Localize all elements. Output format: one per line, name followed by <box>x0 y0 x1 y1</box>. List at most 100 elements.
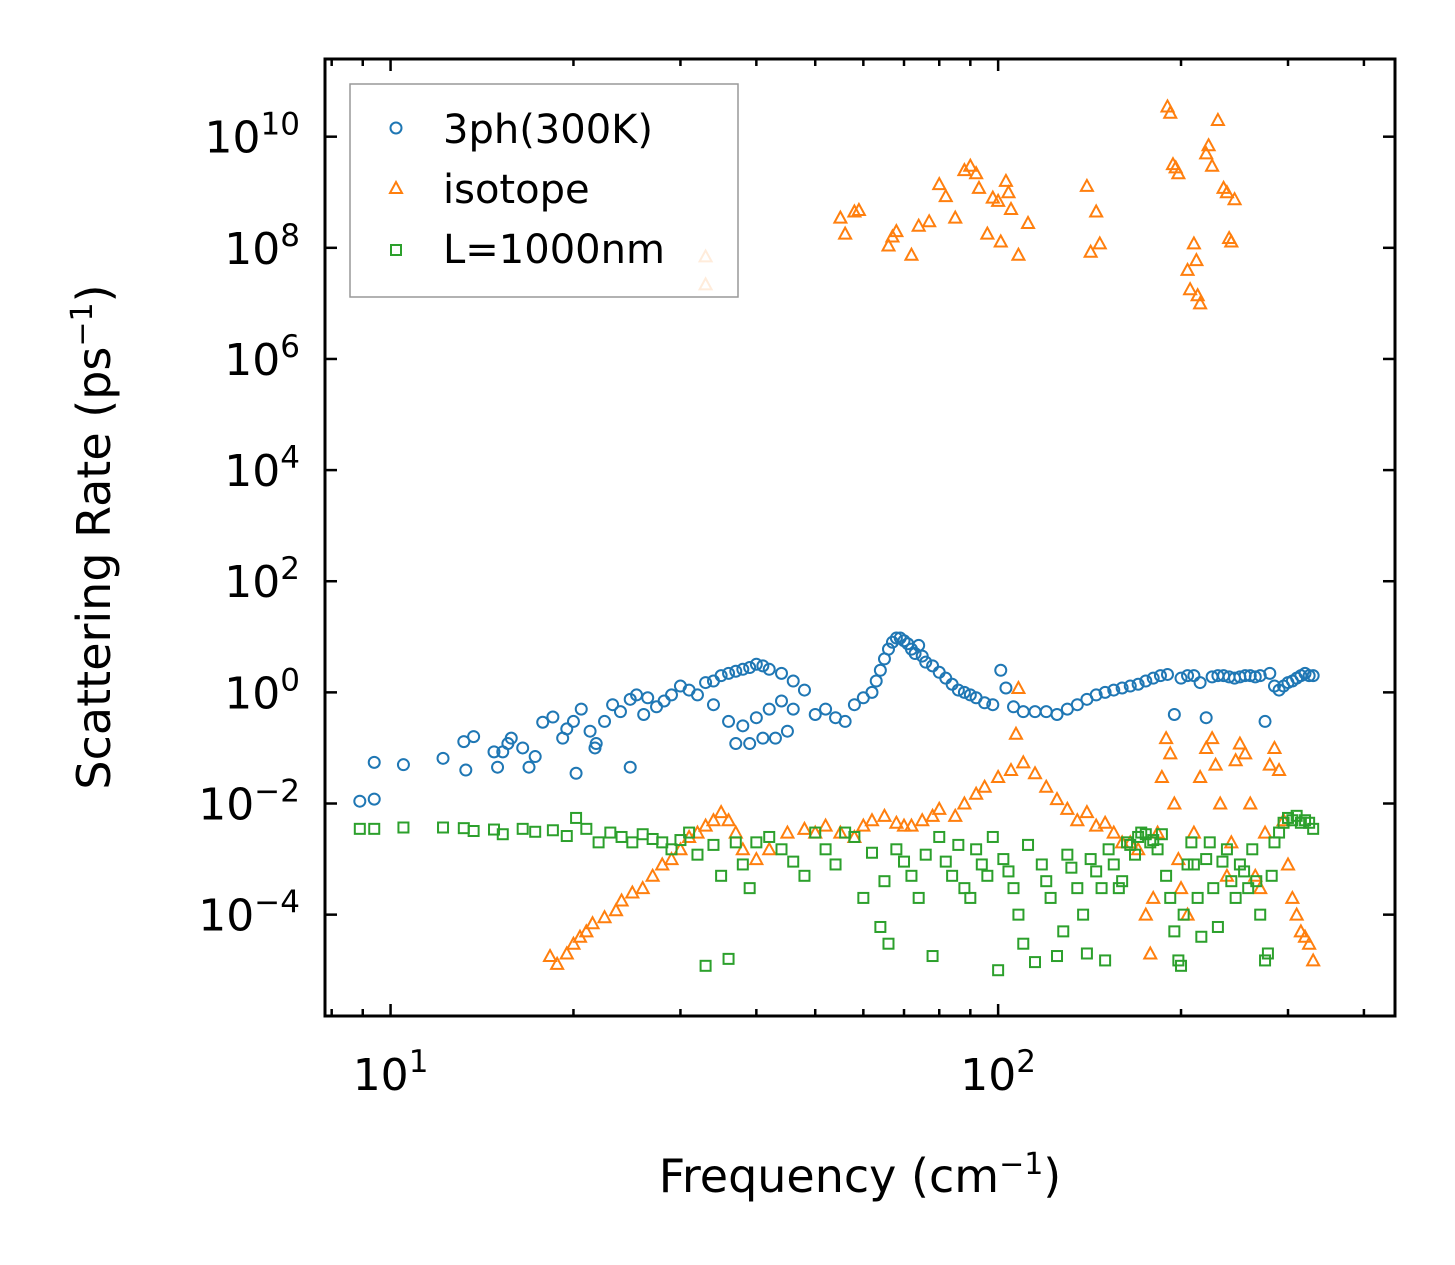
point-triangle-147 <box>1219 184 1235 199</box>
point-square-45 <box>878 875 891 888</box>
point-square-33 <box>763 830 776 843</box>
point-circle-106 <box>1089 688 1103 702</box>
legend-marker-isotope <box>388 179 404 194</box>
point-triangle-145 <box>1210 111 1226 126</box>
point-square-21 <box>665 843 678 856</box>
point-circle-104 <box>1070 698 1084 712</box>
y-tick-label: 1010 <box>205 107 300 164</box>
point-square-9 <box>529 825 542 838</box>
point-triangle-37 <box>903 817 920 832</box>
point-triangle-102 <box>837 225 853 240</box>
point-triangle-47 <box>1015 754 1031 769</box>
point-square-43 <box>865 846 878 859</box>
point-square-88 <box>1116 875 1129 888</box>
point-triangle-80 <box>1232 735 1248 750</box>
point-triangle-53 <box>1079 804 1095 819</box>
point-triangle-84 <box>1252 880 1268 895</box>
point-square-32 <box>750 836 763 849</box>
point-square-95 <box>1144 836 1157 849</box>
point-circle-75 <box>881 642 895 656</box>
point-circle-61 <box>743 737 757 751</box>
point-circle-16 <box>536 715 550 729</box>
point-triangle-125 <box>1010 246 1027 261</box>
point-circle-142 <box>1302 669 1316 683</box>
point-square-7 <box>496 828 509 841</box>
point-circle-77 <box>889 631 903 645</box>
point-triangle-81 <box>1237 745 1253 760</box>
point-square-26 <box>707 838 720 851</box>
plot-frame <box>323 57 1397 1018</box>
point-triangle-88 <box>1271 761 1287 777</box>
point-circle-17 <box>546 710 560 724</box>
point-circle-109 <box>1115 681 1129 695</box>
point-square-5 <box>467 825 480 838</box>
point-square-50 <box>912 891 925 904</box>
point-triangle-109 <box>910 217 927 232</box>
point-circle-96 <box>994 663 1008 677</box>
point-triangle-92 <box>1288 906 1305 921</box>
point-circle-53 <box>706 698 720 712</box>
point-circle-1 <box>367 792 381 806</box>
point-triangle-87 <box>1266 739 1283 754</box>
point-square-91 <box>1129 848 1142 861</box>
point-triangle-55 <box>1097 814 1113 829</box>
point-triangle-96 <box>1305 952 1321 967</box>
point-square-89 <box>1121 836 1134 849</box>
point-triangle-41 <box>947 807 963 822</box>
point-triangle-11 <box>635 880 651 895</box>
point-circle-79 <box>897 634 911 648</box>
point-circle-56 <box>749 711 763 725</box>
point-triangle-40 <box>931 800 947 815</box>
point-circle-95 <box>986 698 1000 712</box>
point-circle-117 <box>1174 671 1188 685</box>
point-circle-46 <box>743 661 757 675</box>
point-triangle-108 <box>903 246 920 261</box>
point-square-106 <box>1185 836 1198 849</box>
point-square-116 <box>1225 875 1238 888</box>
point-circle-116 <box>1167 707 1181 721</box>
x-tick-label: 101 <box>353 1044 429 1101</box>
point-triangle-135 <box>1170 165 1187 180</box>
legend-marker-boundary <box>390 244 402 256</box>
point-circle-64 <box>780 724 794 738</box>
point-square-87 <box>1112 882 1125 895</box>
point-square-25 <box>699 959 712 972</box>
point-triangle-25 <box>761 841 777 856</box>
point-square-109 <box>1195 930 1208 943</box>
point-circle-132 <box>1258 714 1272 728</box>
point-triangle-126 <box>1020 214 1036 229</box>
point-circle-9 <box>491 760 505 774</box>
point-square-81 <box>1084 853 1097 866</box>
point-circle-63 <box>768 731 782 745</box>
y-tick-label: 104 <box>224 440 300 497</box>
series-0 <box>353 631 1320 808</box>
point-square-10 <box>546 824 559 837</box>
point-triangle-121 <box>993 233 1009 248</box>
point-triangle-48 <box>1027 765 1043 780</box>
tick-layer: 101 102 10−4 10−2 100 102 104 106 108 1010 <box>198 59 1395 1101</box>
x-tick-label: 102 <box>960 1044 1036 1101</box>
point-square-36 <box>798 869 811 882</box>
point-square-78 <box>1071 882 1084 895</box>
point-square-124 <box>1259 954 1272 967</box>
point-circle-62 <box>756 731 770 745</box>
point-triangle-111 <box>931 176 947 191</box>
point-square-3 <box>437 821 450 834</box>
point-triangle-82 <box>1242 795 1258 810</box>
point-square-97 <box>1151 843 1164 856</box>
point-triangle-120 <box>990 192 1006 207</box>
point-triangle-36 <box>896 817 912 832</box>
point-circle-13 <box>516 741 530 755</box>
point-square-2 <box>397 821 410 834</box>
point-circle-68 <box>838 714 852 728</box>
point-square-31 <box>743 882 756 895</box>
point-square-68 <box>1017 937 1030 950</box>
point-circle-90 <box>951 683 965 697</box>
point-circle-111 <box>1131 677 1145 691</box>
point-circle-118 <box>1181 669 1195 683</box>
point-square-52 <box>926 950 939 963</box>
point-triangle-54 <box>1088 817 1104 832</box>
point-circle-97 <box>999 681 1013 695</box>
point-square-61 <box>981 869 994 882</box>
point-square-23 <box>683 826 696 839</box>
